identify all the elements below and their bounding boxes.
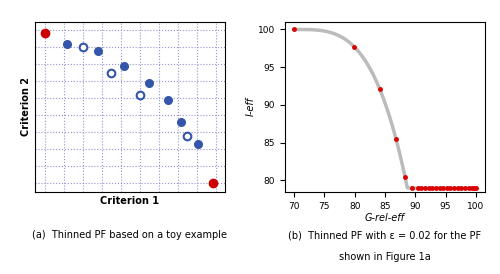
Y-axis label: Criterion 2: Criterion 2 [21,77,31,136]
X-axis label: G-rel-eff: G-rel-eff [365,213,405,223]
Text: (b)  Thinned PF with ε = 0.02 for the PF: (b) Thinned PF with ε = 0.02 for the PF [288,230,482,240]
X-axis label: Criterion 1: Criterion 1 [100,196,160,206]
Text: shown in Figure 1a: shown in Figure 1a [339,252,431,262]
Y-axis label: I-eff: I-eff [245,97,256,116]
Text: (a)  Thinned PF based on a toy example: (a) Thinned PF based on a toy example [32,230,228,240]
